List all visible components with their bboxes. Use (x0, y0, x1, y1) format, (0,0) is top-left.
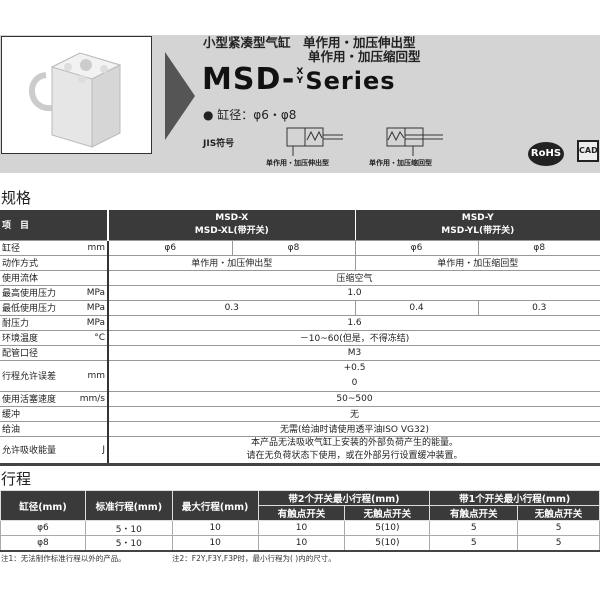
spec-row: 动作方式 单作用・加压伸出型 单作用・加压缩回型 (0, 255, 600, 271)
stroke-table: 缸径(mm) 标准行程(mm) 最大行程(mm) 带2个开关最小行程(mm) 带1个开关… (0, 490, 600, 552)
model-suffix: Series (305, 67, 396, 95)
spec-row: 使用活塞速度 mm/s 50~500 (0, 391, 600, 407)
header-contact: 有触点开关 (429, 505, 519, 521)
header-max: 最大行程(mm) (171, 490, 259, 521)
spec-row: 使用流体 压缩空气 (0, 270, 600, 286)
spec-row: 耐压力 MPa 1.6 (0, 315, 600, 331)
symbol-retract-label: 单作用・加压缩回型 (369, 159, 432, 167)
rohs-badge: RoHS (528, 142, 564, 166)
jis-label: JIS符号 (203, 139, 235, 149)
spec-row: 给油 无需(给油时请使用透平油ISO VG32) (0, 421, 600, 437)
spec-title: 规格 (1, 189, 32, 207)
spec-row: 缸径 mm φ6 φ8 φ6 φ8 (0, 240, 600, 256)
stroke-row: φ6 5・10 10 10 5(10) 5 5 (0, 520, 600, 536)
stroke-title: 行程 (1, 470, 32, 488)
spec-table: 项 目 MSD-X MSD-XL(带开关) MSD-Y MSD-YL(带开关) 缸径… (0, 210, 600, 466)
header-y: MSD-Y MSD-YL(带开关) (355, 210, 600, 241)
header-solid: 无触点开关 (517, 505, 600, 521)
header-solid: 无触点开关 (344, 505, 431, 521)
model-y: Y (296, 76, 305, 86)
header-item: 项 目 (0, 210, 109, 241)
symbol-extend-label: 单作用・加压伸出型 (266, 159, 329, 167)
header-contact: 有触点开关 (257, 505, 346, 521)
cad-icon: CAD (577, 140, 599, 162)
spec-row: 配管口径 M3 (0, 345, 600, 361)
header-x: MSD-X MSD-XL(带开关) (108, 210, 356, 241)
spec-row: 最低使用压力 MPa 0.3 0.4 0.3 (0, 300, 600, 316)
spec-row: 缓冲无 (0, 406, 600, 422)
spec-row: 环境温度 °C －10~60(但是，不得冻结) (0, 330, 600, 346)
header-two-switch: 带2个开关最小行程(mm) (257, 490, 431, 506)
spec-row: 最高使用压力 MPa 1.0 (0, 285, 600, 301)
symbol-retract-icon (386, 127, 443, 156)
arrow-decoration (165, 52, 195, 140)
stroke-row: φ8 5・10 10 10 5(10) 5 5 (0, 535, 600, 552)
symbol-extend-icon (286, 127, 343, 156)
spec-row: 允许吸收能量 J 本产品无法吸收气缸上安装的外部负荷产生的能量。 请在无负荷状态下使用… (0, 436, 600, 466)
subtitle-line1: 小型紧凑型气缸 单作用・加压伸出型 (203, 35, 416, 50)
series-title: MSD-X YSeries (202, 62, 396, 97)
bore-sizes: ● 缸径：φ6・φ8 (203, 108, 297, 122)
model-x: X (296, 67, 305, 77)
model-prefix: MSD- (202, 62, 296, 97)
header-std: 标准行程(mm) (84, 490, 173, 521)
spec-row: 行程允许误差 mm +0.5 0 (0, 360, 600, 392)
subtitle-line2: 单作用・加压缩回型 (308, 49, 421, 64)
spec-header-row: 项 目 MSD-X MSD-XL(带开关) MSD-Y MSD-YL(带开关) (0, 210, 600, 241)
note-2: 注2：F2Y,F3Y,F3P时，最小行程为( )内的尺寸。 (172, 554, 336, 563)
header-one-switch: 带1个开关最小行程(mm) (429, 490, 600, 506)
header-bore: 缸径(mm) (0, 490, 86, 521)
note-1: 注1：无法制作标准行程以外的产品。 (1, 554, 126, 563)
product-image (1, 36, 152, 154)
